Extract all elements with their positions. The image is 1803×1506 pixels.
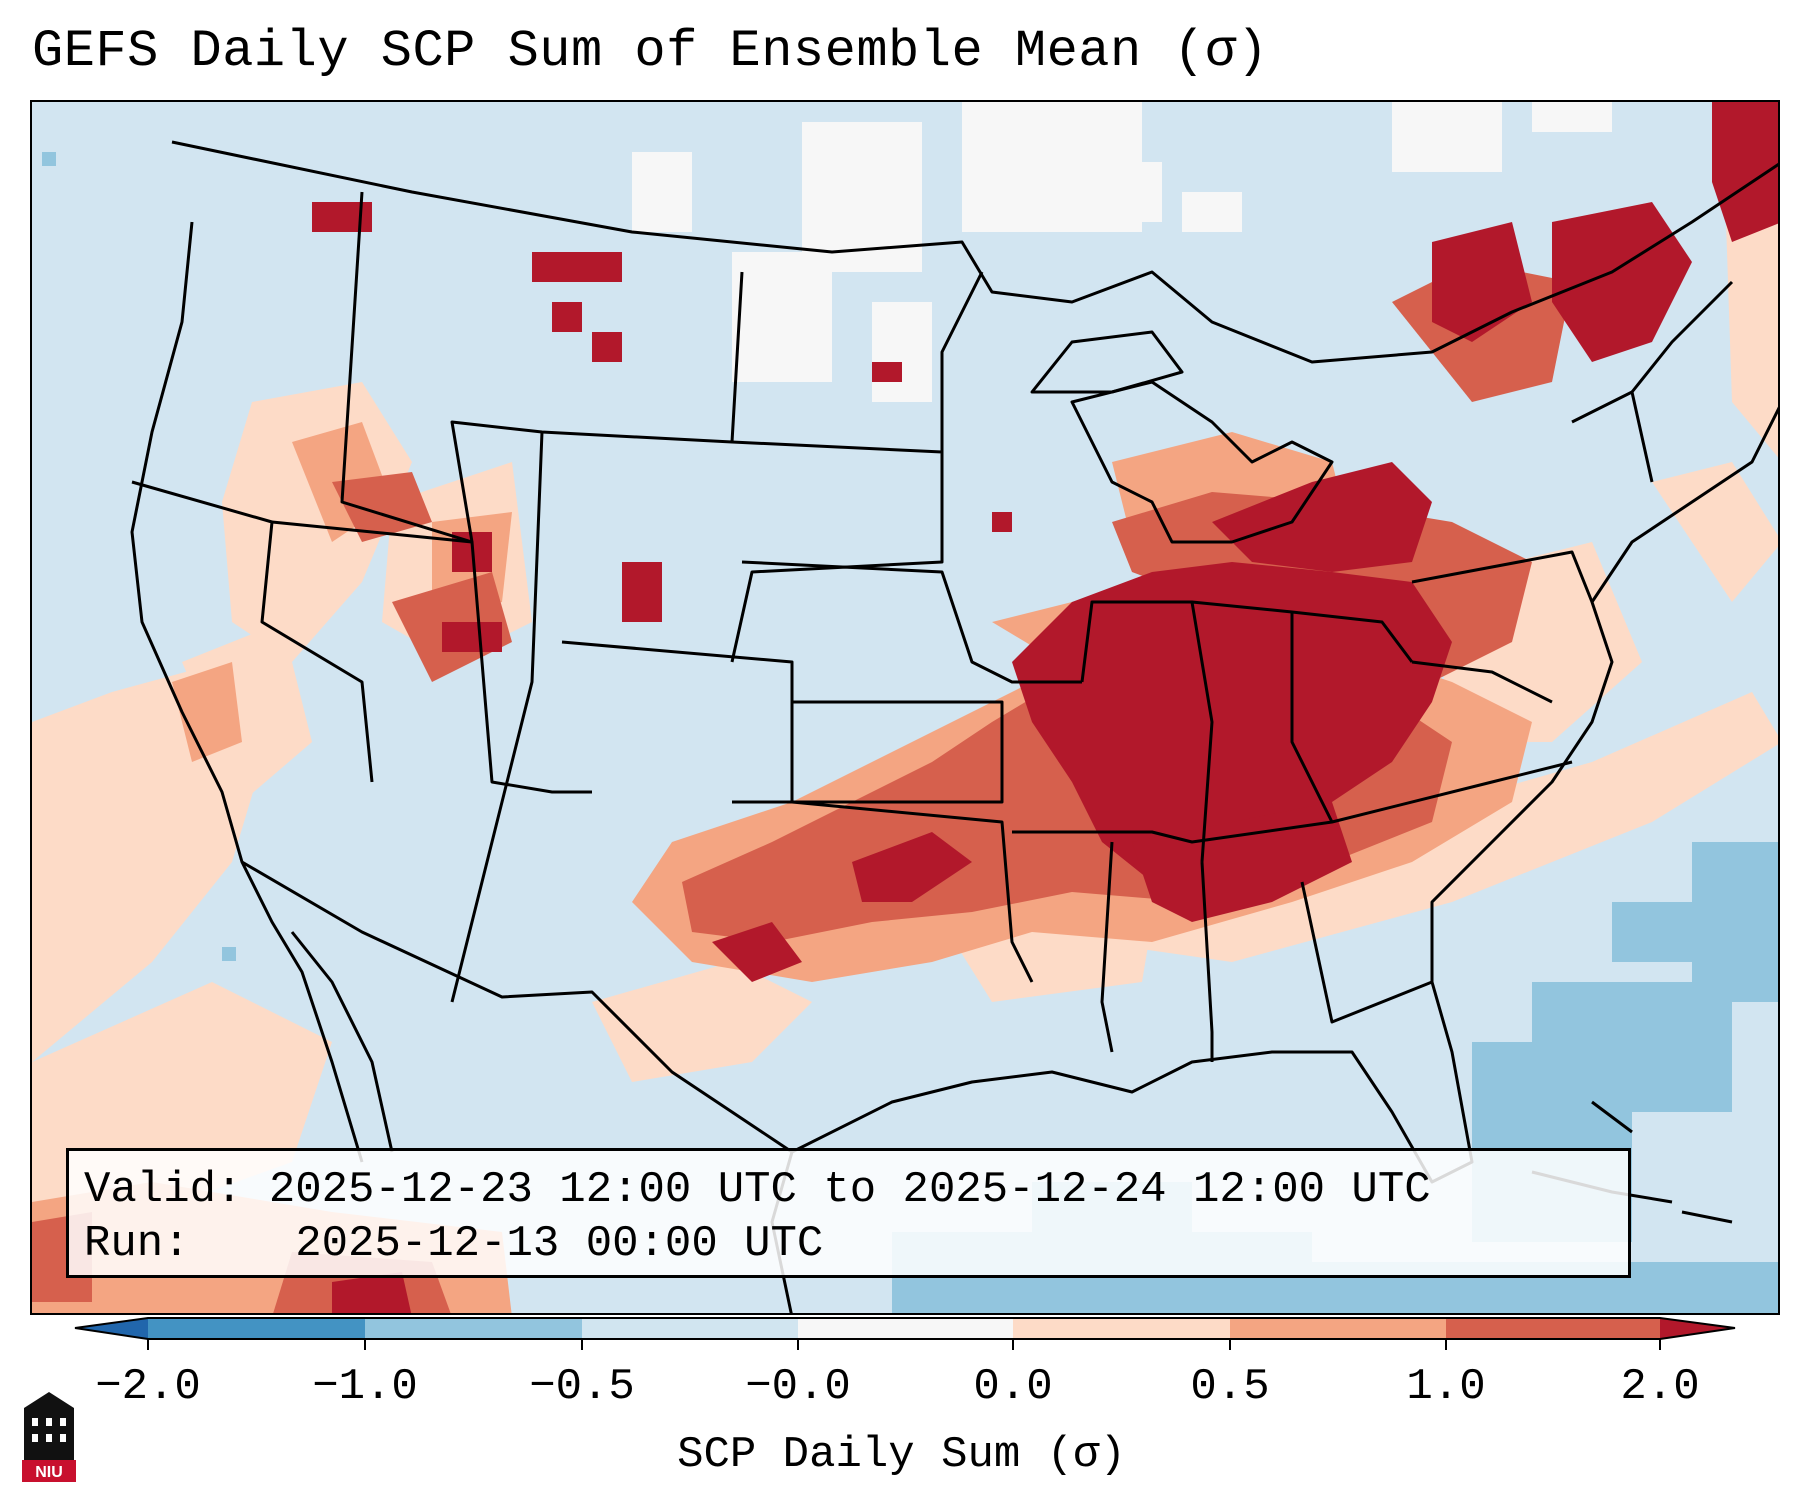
west-coast: [130, 221, 364, 1163]
colorbar-tick-label: 0.5: [1190, 1362, 1270, 1412]
colorbar-label: SCP Daily Sum (σ): [677, 1430, 1126, 1480]
us-mexico-border: [241, 860, 793, 1154]
run-label: Run:: [84, 1219, 190, 1269]
boundary-lines: [130, 140, 1778, 1313]
niu-logo-icon: NIU: [22, 1392, 76, 1482]
svg-text:NIU: NIU: [35, 1464, 63, 1481]
great-lakes: [1070, 380, 1334, 544]
extreme-positive-field: [312, 102, 1778, 1313]
colorbar-segment: [365, 1318, 582, 1339]
colorbar-tick-label: −2.0: [95, 1362, 201, 1412]
lake-superior: [1030, 330, 1184, 394]
valid-value: 2025-12-23 12:00 UTC to 2025-12-24 12:00…: [268, 1165, 1431, 1215]
colorbar-ticks: [147, 1339, 1661, 1350]
map-title: GEFS Daily SCP Sum of Ensemble Mean (σ): [32, 22, 1269, 81]
colorbar-tick-label: −1.0: [312, 1362, 418, 1412]
colorbar-segment: [798, 1318, 1013, 1339]
map-panel: [30, 100, 1780, 1315]
colorbar-tick-label: 0.0: [973, 1362, 1053, 1412]
colorbar-segment: [148, 1318, 365, 1339]
colorbar-segments: [75, 1318, 1735, 1339]
colorbar-segment: [1013, 1318, 1230, 1339]
us-canada-border: [171, 140, 1778, 364]
colorbar-segment: [582, 1318, 798, 1339]
colorbar-tick-label: −0.5: [529, 1362, 635, 1412]
near-zero-patches: [632, 102, 1612, 402]
baja-coast: [290, 931, 394, 1153]
colorbar-tick-label: −0.0: [745, 1362, 851, 1412]
colorbar-outline: [74, 1317, 1736, 1340]
colorbar-tick-label: 1.0: [1406, 1362, 1486, 1412]
scp-map: [32, 102, 1778, 1313]
valid-label: Valid:: [84, 1165, 243, 1215]
run-value: 2025-12-13 00:00 UTC: [295, 1219, 824, 1269]
valid-run-info-box: Valid: 2025-12-23 12:00 UTC to 2025-12-2…: [66, 1148, 1631, 1278]
colorbar-segment: [1230, 1318, 1446, 1339]
colorbar-tick-label: 2.0: [1620, 1362, 1700, 1412]
east-coast: [1430, 406, 1778, 982]
colorbar-segment: [1446, 1318, 1660, 1339]
colorbar-extend-min: [75, 1318, 148, 1339]
colorbar-extend-max: [1660, 1318, 1735, 1339]
